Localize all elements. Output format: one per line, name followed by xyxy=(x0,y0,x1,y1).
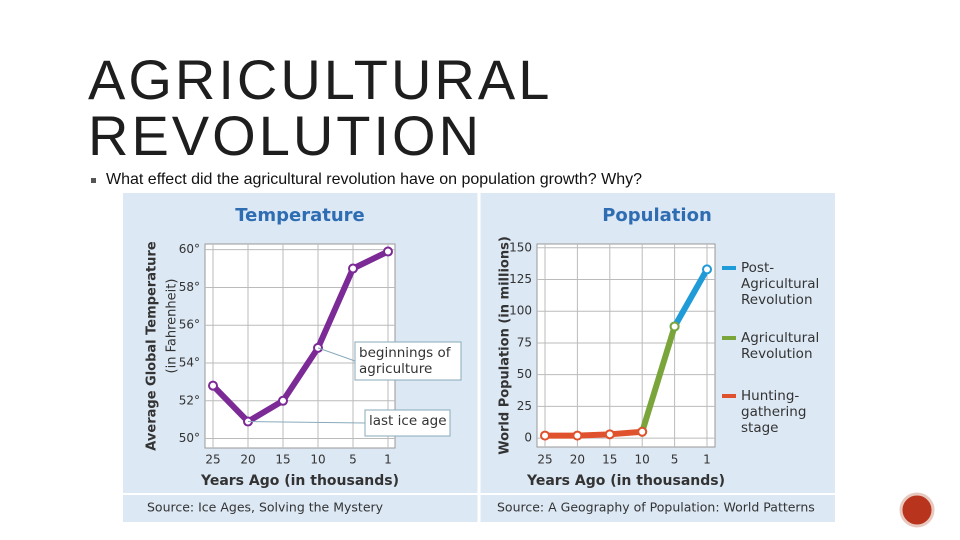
y-tick-label: 56° xyxy=(179,318,200,332)
point xyxy=(348,263,358,274)
y-tick-label: 50 xyxy=(517,367,532,381)
bullet-marker xyxy=(91,178,96,183)
annotation-connector xyxy=(317,347,356,362)
chart-title: Population xyxy=(602,205,712,226)
source: Source: Ice Ages, Solving the Mystery xyxy=(147,500,384,515)
y-axis-sublabel: (in Fahrenheit) xyxy=(165,279,180,374)
series-line xyxy=(210,248,390,425)
x-tick-label: 5 xyxy=(349,453,357,467)
legend-label: Post-Agricultural Revolution xyxy=(741,260,820,308)
annotation-box xyxy=(354,341,462,381)
point xyxy=(278,395,288,406)
y-tick-label: 58° xyxy=(179,280,200,294)
y-tick-label: 54° xyxy=(179,356,200,370)
slide-title: AGRICULTURAL xyxy=(88,48,553,111)
y-tick-label: 150 xyxy=(509,240,532,254)
point xyxy=(637,426,648,437)
x-tick-label: 20 xyxy=(240,453,255,467)
decor-circle xyxy=(899,492,935,528)
y-tick-label: 75 xyxy=(517,335,532,349)
point xyxy=(572,430,583,441)
y-tick-label: 125 xyxy=(509,272,532,286)
slide-title: REVOLUTION xyxy=(88,104,483,167)
plot-area xyxy=(536,243,716,448)
x-tick-label: 25 xyxy=(537,453,552,467)
source: Source: A Geography of Population: World… xyxy=(497,500,815,515)
point xyxy=(383,246,393,257)
series-line xyxy=(545,428,643,439)
y-axis-label: World Population (in millions) xyxy=(498,236,513,455)
y-tick-label: 60° xyxy=(179,242,200,256)
x-tick-label: 25 xyxy=(205,453,220,467)
y-tick-label: 100 xyxy=(509,304,532,318)
annotation-connector xyxy=(247,421,366,424)
legend-label: Hunting-gathering stage xyxy=(741,388,807,436)
x-tick-label: 15 xyxy=(275,453,290,467)
y-tick-label: 25 xyxy=(517,399,532,413)
point xyxy=(208,380,218,391)
series-line xyxy=(671,267,710,328)
x-tick-label: 15 xyxy=(602,453,617,467)
point xyxy=(604,429,615,440)
x-axis-label: Years Ago (in thousands) xyxy=(526,473,725,489)
x-tick-label: 1 xyxy=(384,453,392,467)
x-axis-label: Years Ago (in thousands) xyxy=(200,473,399,489)
annotation-box xyxy=(364,409,451,437)
y-tick-label: 0 xyxy=(524,431,532,445)
annotation: last ice age xyxy=(369,413,447,429)
series-line xyxy=(639,325,678,433)
y-tick-label: 50° xyxy=(179,431,200,445)
x-tick-label: 1 xyxy=(703,453,711,467)
x-tick-label: 10 xyxy=(310,453,325,467)
y-axis-label: Average Global Temperature xyxy=(145,241,160,451)
x-tick-label: 20 xyxy=(570,453,585,467)
annotation: beginnings of agriculture xyxy=(359,345,451,377)
point xyxy=(540,430,550,441)
point xyxy=(702,264,712,275)
point xyxy=(669,321,680,332)
y-tick-label: 52° xyxy=(179,393,200,407)
legend-label: Agricultural Revolution xyxy=(741,330,820,362)
bullet-text: What effect did the agricultural revolut… xyxy=(106,171,643,188)
chart-title: Temperature xyxy=(235,205,364,226)
x-tick-label: 5 xyxy=(671,453,679,467)
x-tick-label: 10 xyxy=(635,453,650,467)
